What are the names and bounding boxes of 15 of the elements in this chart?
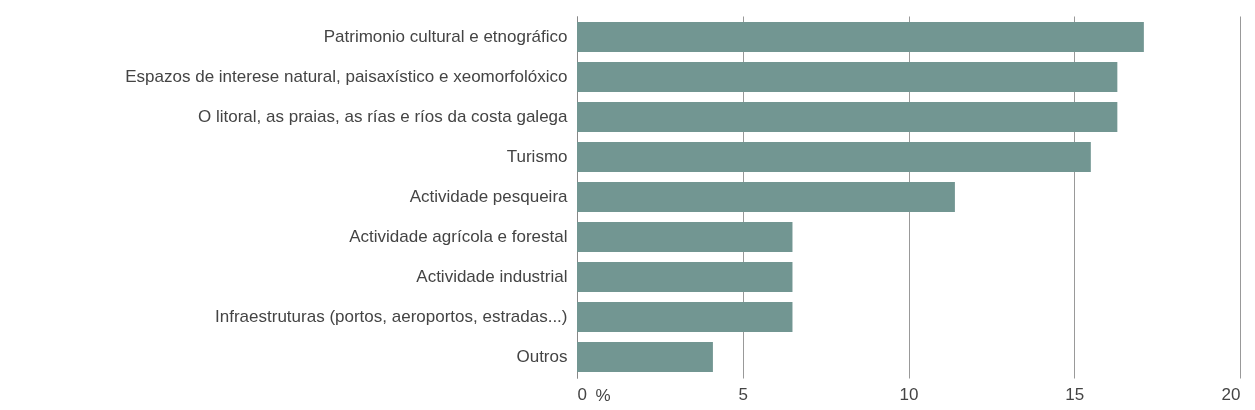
- y-tick-label: Actividade pesqueira: [409, 187, 569, 206]
- y-tick-label: Infraestruturas (portos, aeroportos, estradas...): [215, 307, 568, 326]
- x-tick-label: 15: [1065, 384, 1085, 404]
- x-tick-label: 0: [577, 384, 587, 404]
- y-tick-label: Patrimonio cultural e etnográfico: [323, 27, 568, 46]
- y-tick-label: Turismo: [506, 147, 568, 166]
- x-axis-title: %: [595, 385, 611, 405]
- y-tick-label: Espazos de interese natural, paisaxístico e xeomorfolóxico: [125, 67, 568, 86]
- y-tick-label: O litoral, as praias, as rías e ríos da costa galega: [198, 107, 569, 126]
- y-tick-label: Actividade agrícola e forestal: [349, 227, 568, 246]
- y-tick-label: Actividade industrial: [416, 267, 568, 286]
- x-tick-label: 5: [738, 384, 748, 404]
- x-tick-label: 10: [899, 384, 919, 404]
- x-tick-label: 20: [1221, 384, 1241, 404]
- y-tick-label: Outros: [516, 347, 568, 366]
